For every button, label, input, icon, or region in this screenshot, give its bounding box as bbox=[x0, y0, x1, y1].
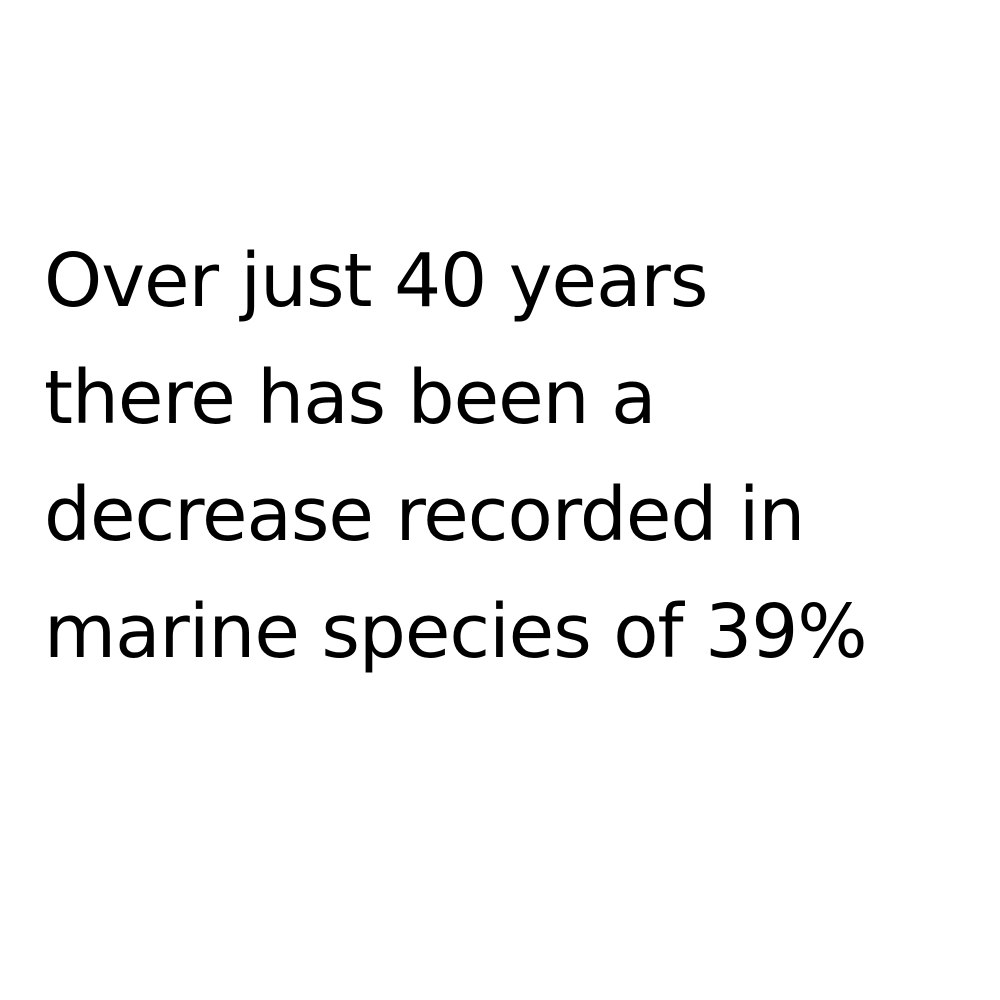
statement-text: Over just 40 years there has been a decr… bbox=[44, 223, 868, 691]
statement-line-4: marine species of 39% bbox=[44, 589, 868, 675]
statement-line-1: Over just 40 years bbox=[44, 238, 708, 324]
statement-line-2: there has been a bbox=[44, 355, 656, 441]
statement-line-3: decrease recorded in bbox=[44, 472, 805, 558]
